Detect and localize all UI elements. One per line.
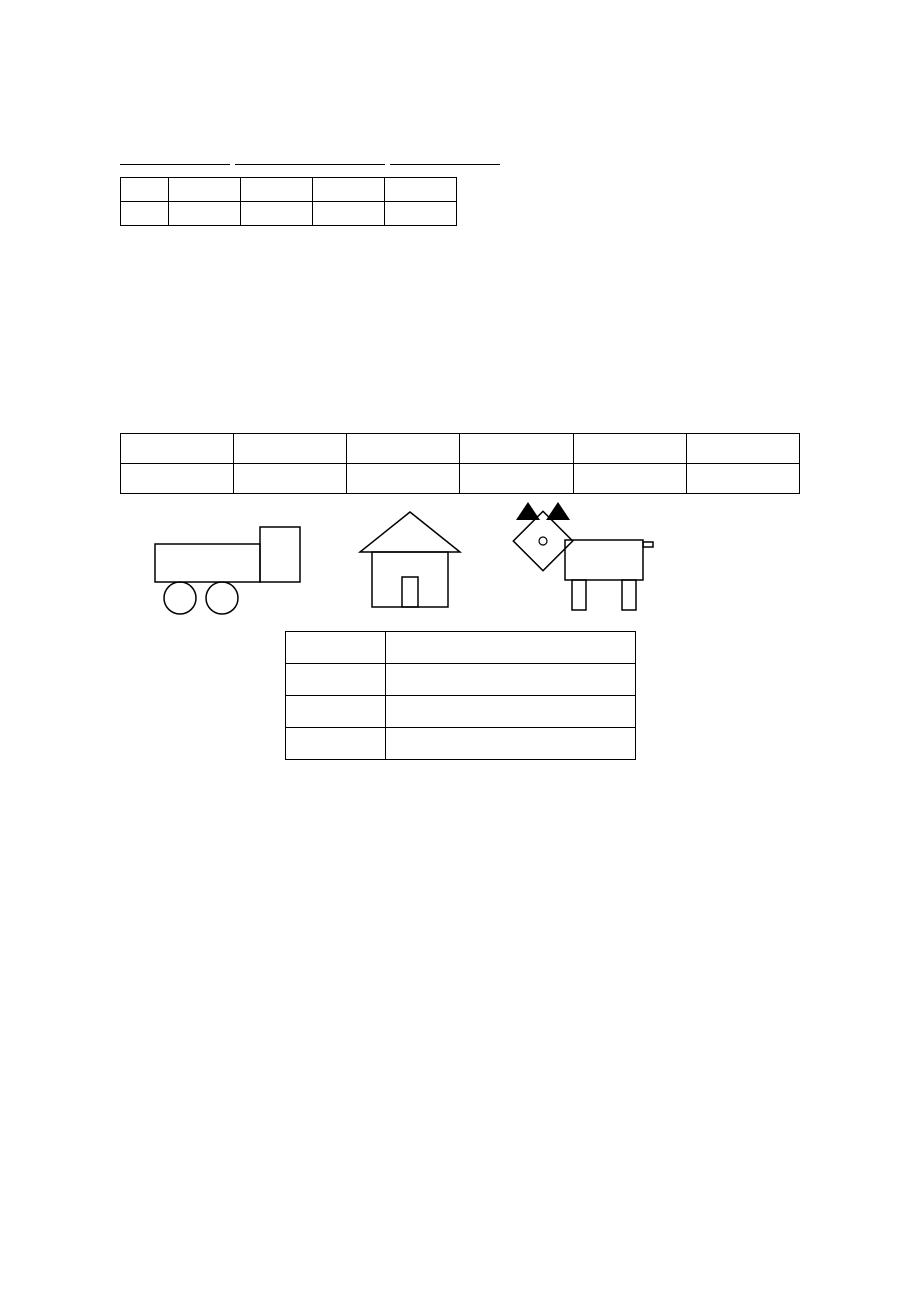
cell[interactable]: [385, 632, 635, 664]
cell: [313, 202, 385, 226]
table-row: [285, 664, 635, 696]
fruit-table: [120, 433, 800, 494]
cell: [285, 728, 385, 760]
cell: [121, 178, 169, 202]
table-row: [121, 178, 457, 202]
class-blank[interactable]: [120, 144, 230, 165]
fruit-illustration: [250, 244, 670, 429]
shapes-row: [150, 502, 800, 617]
cell[interactable]: [347, 464, 460, 494]
cell[interactable]: [686, 464, 799, 494]
table-row: [121, 464, 800, 494]
cell[interactable]: [234, 464, 347, 494]
cell: [169, 202, 241, 226]
cell: [385, 178, 457, 202]
cell: [385, 202, 457, 226]
cell: [241, 202, 313, 226]
cell: [285, 696, 385, 728]
cell: [234, 434, 347, 464]
truck-shape: [150, 522, 310, 617]
cell: [460, 434, 573, 464]
cell: [285, 632, 385, 664]
tally-table: [285, 631, 636, 760]
cell[interactable]: [385, 728, 635, 760]
cell: [313, 178, 385, 202]
table-row: [285, 632, 635, 664]
cell[interactable]: [385, 696, 635, 728]
cell[interactable]: [573, 464, 686, 494]
animal-shape: [510, 502, 660, 617]
cell: [121, 434, 234, 464]
table-row: [121, 202, 457, 226]
name-blank[interactable]: [235, 144, 385, 165]
table-row: [121, 434, 800, 464]
cell: [241, 178, 313, 202]
house-shape: [350, 507, 470, 617]
cell: [121, 464, 234, 494]
cell: [169, 178, 241, 202]
cell: [285, 664, 385, 696]
table-row: [285, 728, 635, 760]
sign-blank[interactable]: [390, 144, 500, 165]
cell[interactable]: [460, 464, 573, 494]
cell: [573, 434, 686, 464]
cell: [121, 202, 169, 226]
cell: [686, 434, 799, 464]
table-row: [285, 696, 635, 728]
cell[interactable]: [385, 664, 635, 696]
cell: [347, 434, 460, 464]
header-line: [120, 143, 800, 165]
season-table: [120, 177, 457, 226]
